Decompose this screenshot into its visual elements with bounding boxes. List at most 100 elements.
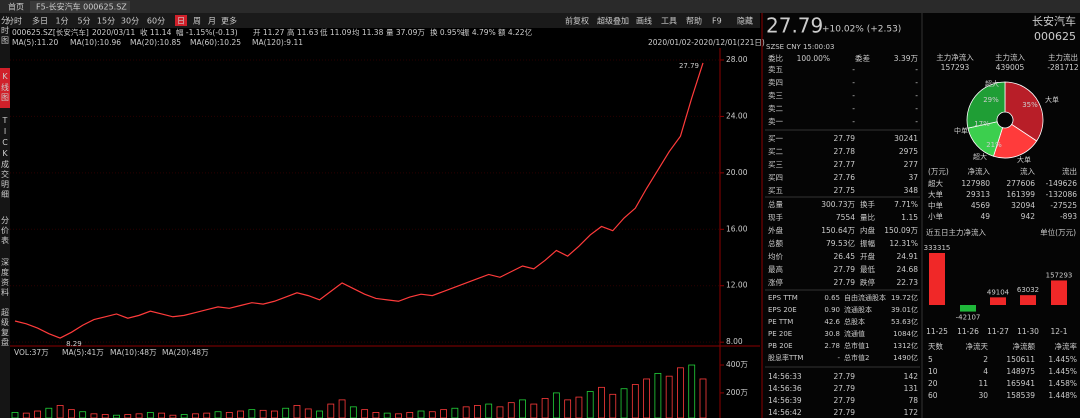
table-cell: 148975 (1006, 367, 1035, 376)
tick-time: 14:56:39 (768, 396, 802, 405)
tick-volume: 78 (908, 396, 918, 405)
volume-bar (474, 405, 481, 418)
period-button[interactable]: 1分 (55, 17, 68, 26)
fund-value: 39.01亿 (891, 305, 918, 314)
book-volume: 2975 (899, 147, 918, 156)
tab[interactable]: 首页 (8, 2, 24, 12)
table-cell: 大单 (928, 189, 943, 199)
period-button[interactable]: 月 (208, 17, 216, 26)
book-volume: - (915, 104, 918, 113)
info-item: 幅 -1.15%(-0.13) (176, 27, 238, 37)
fund-label: PB 20E (768, 342, 793, 350)
volume-bar (259, 409, 267, 418)
book-volume: 277 (904, 160, 919, 169)
stat-label: 内盘 (860, 225, 875, 235)
book-price: 27.78 (834, 147, 856, 156)
table-header: (万元) (928, 167, 949, 176)
side-tab[interactable]: 超级复盘 (1, 307, 10, 348)
book-volume: 30241 (894, 134, 918, 143)
table-cell: 4569 (971, 201, 990, 210)
stat-label: 量比 (860, 212, 875, 222)
side-tab[interactable]: 分时图 (1, 16, 10, 46)
info-item: 振 4.79% (462, 27, 496, 37)
side-bar (0, 13, 10, 418)
volume-bar (383, 412, 391, 418)
volume-bar (90, 413, 98, 418)
toolbar-button[interactable]: F9 (712, 17, 722, 26)
info-item: 量 37.09万 (386, 28, 425, 37)
stat-value: 26.45 (834, 252, 856, 261)
table-cell: 1.448% (1048, 391, 1077, 400)
book-level: 买五 (768, 186, 783, 195)
volume-bar (485, 403, 493, 418)
period-button[interactable]: 多日 (32, 16, 48, 26)
volume-bar (462, 406, 470, 418)
price-change: +10.02% (+2.53) (822, 25, 901, 35)
flow-bar (960, 305, 976, 312)
stat-label: 总额 (768, 238, 783, 248)
table-cell: 20 (928, 379, 938, 388)
side-tab[interactable]: 成交明细 (1, 159, 10, 200)
tab (30, 1, 130, 13)
side-tab[interactable]: 分价表 (1, 216, 10, 246)
period-button[interactable]: 15分 (97, 17, 115, 26)
volume-bar (598, 386, 605, 418)
bar-label: 63032 (1017, 286, 1039, 294)
toolbar-button[interactable]: 工具 (661, 17, 677, 26)
book-volume: - (915, 117, 918, 126)
date-label: 11-26 (957, 327, 979, 336)
tab[interactable]: F5-长安汽车 000625.SZ (36, 2, 127, 12)
stat-value: 22.73 (897, 278, 919, 287)
toolbar-button[interactable]: 画线 (636, 16, 652, 26)
toolbar (0, 13, 760, 28)
fund-label: PE TTM (768, 318, 793, 326)
stat-label: 总量 (768, 199, 783, 209)
volume-legend: MA(10):48万 (110, 348, 157, 357)
volume-legend: MA(20):48万 (162, 348, 209, 357)
toolbar-button[interactable]: 前复权 (565, 16, 589, 26)
volume-legend: MA(5):41万 (62, 348, 104, 357)
date-label: 12-1 (1050, 327, 1067, 336)
volume-bar (124, 414, 132, 418)
stat-value: 24.68 (897, 265, 919, 274)
fund-value: 30.8 (824, 330, 840, 338)
volume-bar (417, 410, 425, 418)
flow-bar (1020, 295, 1036, 305)
side-tab[interactable]: K线图 (1, 72, 10, 103)
period-button[interactable]: 更多 (221, 16, 237, 26)
stat-label: 现手 (768, 212, 783, 222)
info-item: 换 0.95% (430, 27, 464, 37)
period-button[interactable]: 60分 (147, 17, 165, 26)
period-button[interactable]: 日 (177, 17, 185, 26)
table-header: 流入 (1020, 166, 1036, 176)
high-label: 27.79 (679, 62, 699, 70)
price-line (14, 62, 704, 339)
volume-bar (34, 410, 41, 418)
toolbar-button[interactable]: 帮助 (686, 16, 702, 26)
toolbar-button[interactable]: 超级叠加 (597, 16, 629, 26)
volume-bar (654, 372, 662, 418)
fund-label: EPS 20E (768, 306, 797, 314)
volume-bar (643, 378, 651, 418)
book-volume: 37 (908, 173, 918, 182)
flow-bar (990, 297, 1006, 305)
pie-label: 21% (986, 141, 1002, 149)
volume-bar (428, 411, 436, 418)
period-button[interactable]: 5分 (77, 17, 90, 26)
last-price: 27.79 (766, 14, 823, 38)
tick-volume: 131 (904, 384, 919, 393)
volume-bar (620, 388, 628, 418)
book-level: 买二 (768, 147, 783, 156)
volume-bar (688, 364, 696, 418)
side-tab[interactable]: 深度资料 (1, 258, 10, 298)
toolbar-button[interactable]: 隐藏 (737, 16, 753, 26)
table-cell: 11 (978, 379, 988, 388)
period-button[interactable]: 周 (193, 17, 201, 26)
period-button[interactable]: 分时 (6, 16, 22, 26)
period-button[interactable]: 30分 (121, 17, 139, 26)
stat-label: 最高 (768, 264, 783, 274)
table-header: 净流天 (966, 341, 989, 351)
side-tab[interactable]: TICK (1, 116, 10, 160)
table-cell: -132086 (1046, 190, 1078, 199)
book-price: 27.79 (834, 134, 856, 143)
